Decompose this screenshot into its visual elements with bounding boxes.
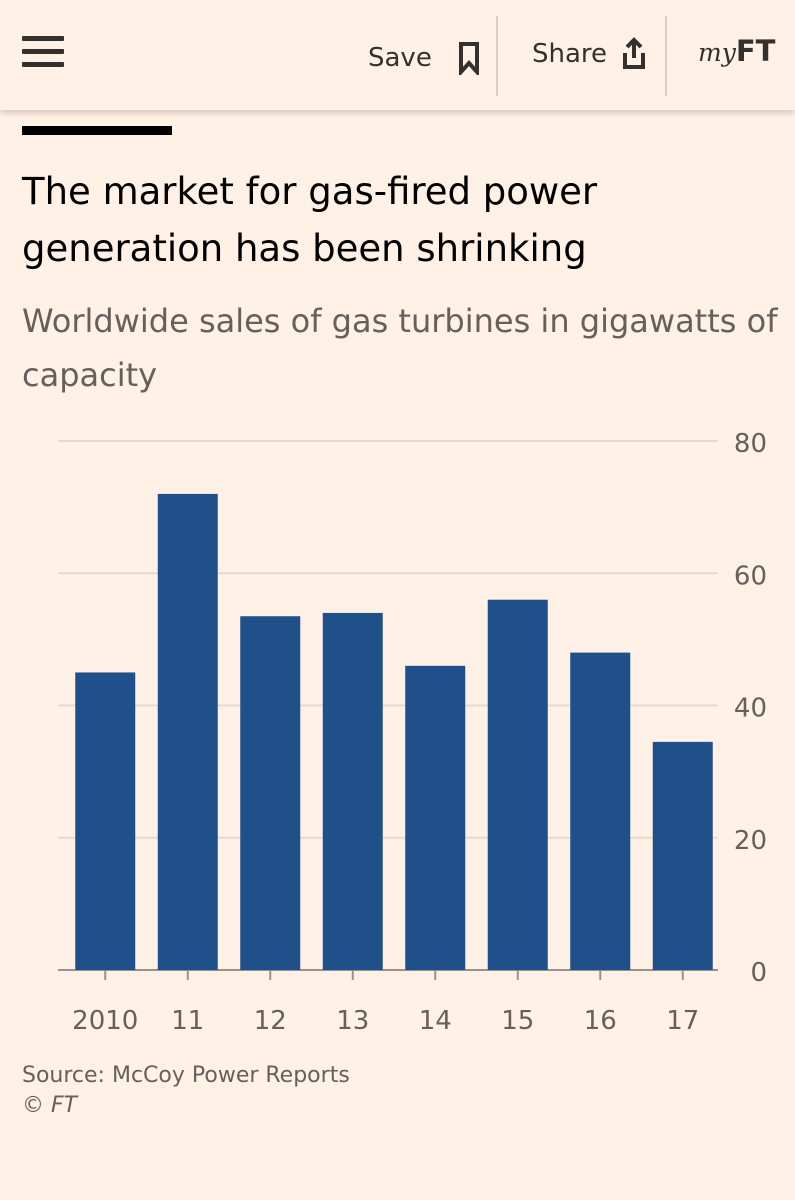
y-tick-label: 40 [734,694,767,724]
chart-subtitle: Worldwide sales of gas turbines in gigaw… [22,302,778,394]
x-tick-label: 12 [254,1006,287,1036]
y-tick-label: 60 [734,561,767,591]
header-divider [496,16,498,96]
myft-prefix: my [698,38,736,67]
share-upload-icon [623,37,646,69]
myft-suffix: FT [735,34,776,68]
bar [322,612,383,970]
bar-chart: 0 20 40 60 80 2010 11 12 13 14 15 16 17 [58,429,767,1036]
x-tick-label: 11 [171,1006,204,1036]
share-label: Share [532,39,608,69]
x-tick-label: 13 [336,1006,369,1036]
bar [570,652,631,970]
x-tick-label: 16 [584,1006,617,1036]
bar [240,616,301,970]
chart-source: Source: McCoy Power Reports [22,1063,350,1088]
bar [75,672,136,970]
bar [405,665,466,970]
x-tick-label: 17 [666,1006,699,1036]
top-navigation-bar: Save Share my FT [0,0,795,110]
x-tick-label: 15 [501,1006,534,1036]
bar [487,599,548,970]
x-tick-label: 2010 [72,1006,138,1036]
header-divider [665,16,667,96]
chart-accent-bar [22,126,172,135]
x-tick-label: 14 [419,1006,452,1036]
save-label: Save [368,43,432,73]
bar [652,741,713,970]
y-tick-label: 20 [734,826,767,856]
save-button[interactable]: Save [368,40,480,76]
hamburger-menu-icon[interactable] [22,36,64,68]
bookmark-icon [458,42,479,75]
share-button[interactable]: Share [532,36,647,72]
chart-copyright: © FT [22,1093,78,1118]
y-tick-label: 80 [734,429,767,459]
bar [157,493,218,970]
myft-link[interactable]: my FT [698,34,775,68]
y-tick-label: 0 [750,958,767,988]
chart-title: The market for gas-fired power generatio… [22,170,598,270]
